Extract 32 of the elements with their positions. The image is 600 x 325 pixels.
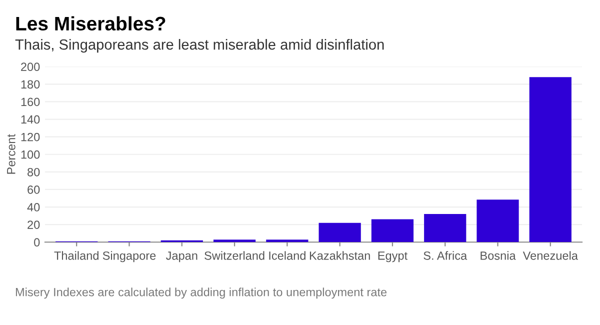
y-axis-title: Percent xyxy=(7,134,16,174)
x-tick-label: S. Africa xyxy=(424,251,468,260)
x-tick-label: Bosnia xyxy=(480,251,516,260)
bar xyxy=(529,77,572,242)
bar xyxy=(476,200,519,242)
y-tick-label: 80 xyxy=(28,168,40,176)
y-tick-label: 180 xyxy=(21,80,40,89)
y-tick-label: 200 xyxy=(21,62,40,72)
bar xyxy=(371,219,414,242)
x-tick-label: Thailand xyxy=(54,251,98,260)
bar xyxy=(213,240,256,242)
y-tick-label: 100 xyxy=(21,150,40,159)
bar xyxy=(318,222,361,242)
x-tick-label: Switzerland xyxy=(204,251,264,260)
y-tick-label: 60 xyxy=(28,186,40,194)
y-tick-label: 160 xyxy=(21,98,40,106)
chart-title: Les Miserables? xyxy=(16,16,166,31)
y-tick-label: 40 xyxy=(27,203,40,212)
chart-subtitle: Thais, Singaporeans are least miserable amid disinflation xyxy=(15,39,384,53)
x-tick-label: Japan xyxy=(166,252,198,262)
x-tick-label: Egypt xyxy=(378,252,408,262)
x-tick-label: Kazakhstan xyxy=(310,251,370,260)
x-tick-label: Singapore xyxy=(102,251,156,262)
text: Misery Indexes are calculated by adding inflation to unemployment rate xyxy=(16,288,387,299)
x-tick-label: Iceland xyxy=(269,251,306,260)
y-tick-label: 20 xyxy=(28,220,40,229)
x-tick-label: Venezuela xyxy=(522,251,578,260)
y-tick-label: 140 xyxy=(21,115,40,124)
y-tick-label: 120 xyxy=(21,132,40,142)
bar xyxy=(424,214,466,242)
bar xyxy=(266,240,308,242)
y-tick-label: 0 xyxy=(34,238,40,247)
